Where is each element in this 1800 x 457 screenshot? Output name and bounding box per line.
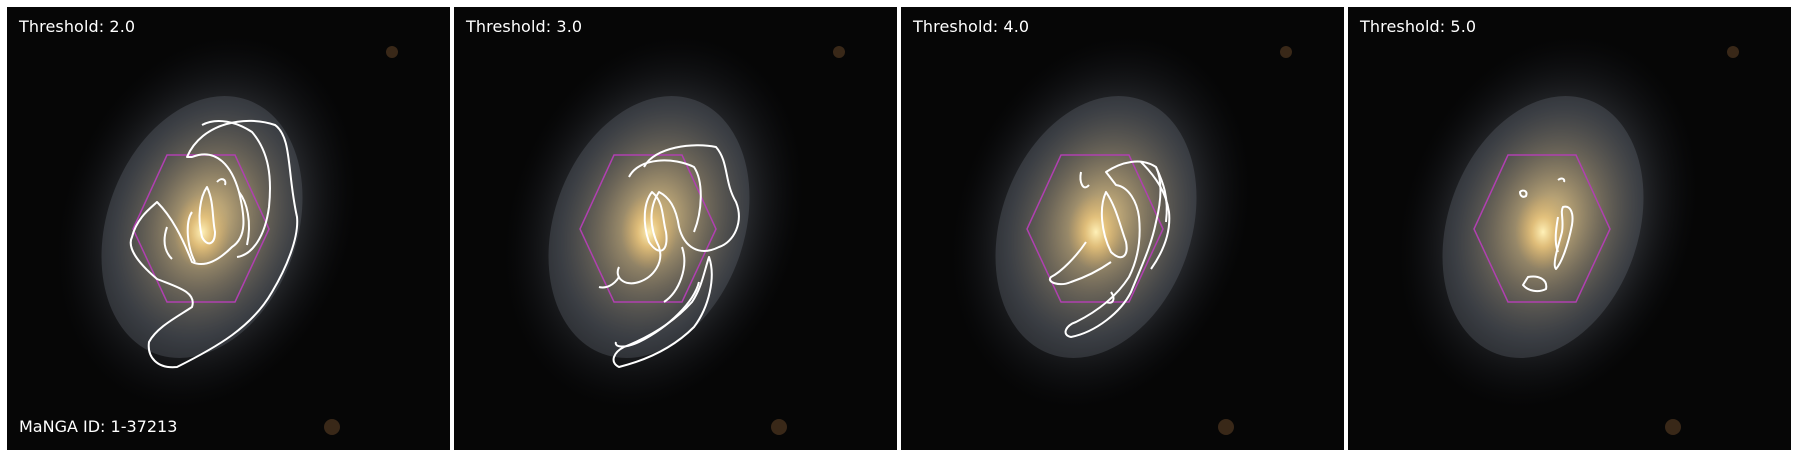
galaxy-panel-2: Threshold: 3.0 <box>454 7 897 450</box>
ifu-hexagon <box>132 154 270 303</box>
galaxy-image-3 <box>901 7 1344 450</box>
galaxy-image-2 <box>454 7 897 450</box>
galaxy-panel-3: Threshold: 4.0 <box>901 7 1344 450</box>
contours <box>129 119 299 369</box>
contours <box>598 144 740 368</box>
threshold-label: Threshold: 5.0 <box>1360 17 1477 36</box>
ifu-hexagon <box>1026 154 1164 303</box>
threshold-label: Threshold: 3.0 <box>466 17 583 36</box>
manga-id-label: MaNGA ID: 1-37213 <box>19 417 178 436</box>
galaxy-image-1 <box>7 7 450 450</box>
galaxy-panel-4: Threshold: 5.0 <box>1348 7 1791 450</box>
contours <box>1048 160 1171 338</box>
ifu-hexagon <box>579 154 717 303</box>
contours <box>1519 177 1574 293</box>
threshold-label: Threshold: 4.0 <box>913 17 1030 36</box>
galaxy-panel-1: Threshold: 2.0 MaNGA ID: 1-37213 <box>7 7 450 450</box>
ifu-hexagon <box>1473 154 1611 303</box>
galaxy-image-4 <box>1348 7 1791 450</box>
threshold-label: Threshold: 2.0 <box>19 17 136 36</box>
